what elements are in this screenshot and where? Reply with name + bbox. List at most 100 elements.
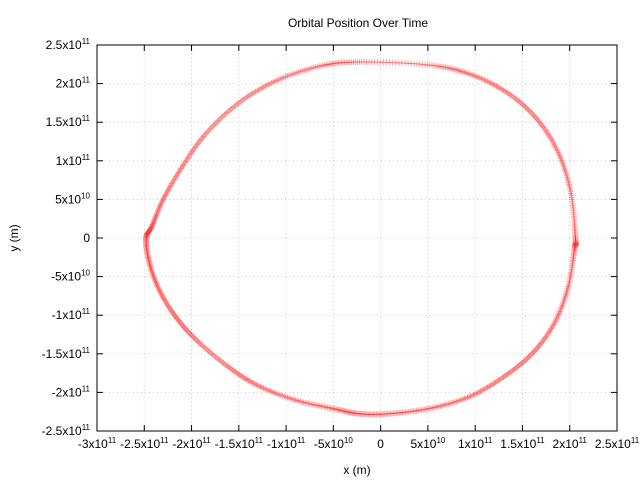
orbit-point [424, 61, 431, 68]
orbit-point [461, 395, 468, 402]
orbit-point [158, 291, 165, 298]
orbit-point [467, 71, 474, 78]
orbit-point [143, 232, 150, 239]
orbit-point [159, 293, 166, 300]
orbit-point [163, 299, 170, 306]
orbit-point [231, 368, 238, 375]
orbit-point [483, 385, 490, 392]
orbit-point [549, 324, 556, 331]
orbit-point [192, 143, 199, 150]
orbit-point [186, 329, 193, 336]
orbit-point [147, 264, 154, 271]
orbit-point [297, 68, 304, 75]
orbit-point [480, 76, 487, 83]
orbit-point [571, 244, 578, 251]
orbit-point [501, 373, 508, 380]
y-axis-label: y (m) [7, 224, 21, 251]
orbit-point [421, 406, 428, 413]
orbit-point [215, 117, 222, 124]
orbit-point [145, 228, 152, 235]
orbit-point [562, 291, 569, 298]
orbit-point [176, 168, 183, 175]
orbit-point [235, 371, 242, 378]
orbit-point [418, 407, 425, 414]
orbit-point [256, 383, 263, 390]
orbit-point [507, 91, 514, 98]
orbit-point [165, 186, 172, 193]
orbit-point [540, 124, 547, 131]
orbit-point [464, 394, 471, 401]
orbit-point [445, 65, 452, 72]
orbit-point [561, 296, 568, 303]
orbit-point [565, 179, 572, 186]
orbit-point [231, 103, 238, 110]
orbit-point [213, 354, 220, 361]
orbit-point [156, 205, 163, 212]
orbit-point [146, 258, 152, 265]
orbit-point [354, 59, 361, 66]
orbit-point [297, 398, 304, 405]
orbit-point [531, 347, 538, 354]
orbit-point [561, 165, 568, 172]
orbit-point [517, 361, 524, 368]
orbit-point [494, 378, 501, 385]
orbit-point [211, 352, 218, 359]
orbit-point [572, 229, 579, 236]
orbit-point [552, 318, 559, 325]
orbit-point [318, 62, 325, 69]
orbit-point [571, 215, 578, 222]
orbit-point [439, 402, 446, 409]
orbit-point [521, 103, 528, 110]
orbit-point [356, 410, 363, 417]
orbit-point [467, 393, 474, 400]
orbit-point [458, 396, 465, 403]
y-tick-label: -1x1011 [52, 307, 91, 322]
orbit-point [236, 371, 243, 378]
orbit-point [570, 205, 577, 212]
orbit-point [565, 281, 572, 288]
orbit-point [148, 265, 155, 272]
orbit-point [173, 315, 180, 322]
orbit-point [563, 170, 570, 177]
x-tick-label: -5x1010 [314, 436, 353, 451]
orbit-point [541, 126, 548, 133]
orbit-point [230, 367, 237, 374]
orbit-point [143, 244, 150, 251]
orbit-point [426, 62, 433, 69]
orbit-point [271, 78, 278, 85]
orbit-point [195, 339, 202, 346]
orbit-point [522, 104, 529, 111]
orbit-point [461, 69, 468, 76]
orbit-point [341, 59, 348, 66]
orbit-point [408, 408, 415, 415]
orbit-point [550, 140, 557, 147]
orbit-point [511, 94, 518, 101]
orbit-point [349, 409, 356, 416]
y-tick-label: -5x1010 [51, 269, 90, 284]
x-tick-label: -1x1011 [267, 436, 306, 451]
orbit-point [503, 372, 510, 379]
orbit-point [439, 63, 446, 70]
orbit-point [242, 375, 249, 382]
orbit-point [197, 341, 204, 348]
x-tick-label: -3x1011 [78, 436, 117, 451]
orbit-point [233, 369, 240, 376]
orbit-point [367, 411, 374, 418]
orbit-point [558, 157, 565, 164]
orbit-point [524, 106, 531, 113]
orbit-point [169, 308, 176, 315]
orbit-point [273, 77, 280, 84]
orbit-point [331, 405, 338, 412]
orbit-point [162, 192, 169, 199]
orbit-point [151, 274, 158, 281]
orbit-point [568, 266, 575, 273]
orbit-point [344, 408, 351, 415]
orbit-point [429, 404, 436, 411]
orbit-point [510, 93, 517, 100]
orbit-point [203, 345, 210, 352]
orbit-point [161, 193, 168, 200]
orbit-point [143, 246, 150, 253]
orbit-point [147, 226, 154, 233]
orbit-point [279, 392, 286, 399]
orbit-point [486, 79, 493, 86]
